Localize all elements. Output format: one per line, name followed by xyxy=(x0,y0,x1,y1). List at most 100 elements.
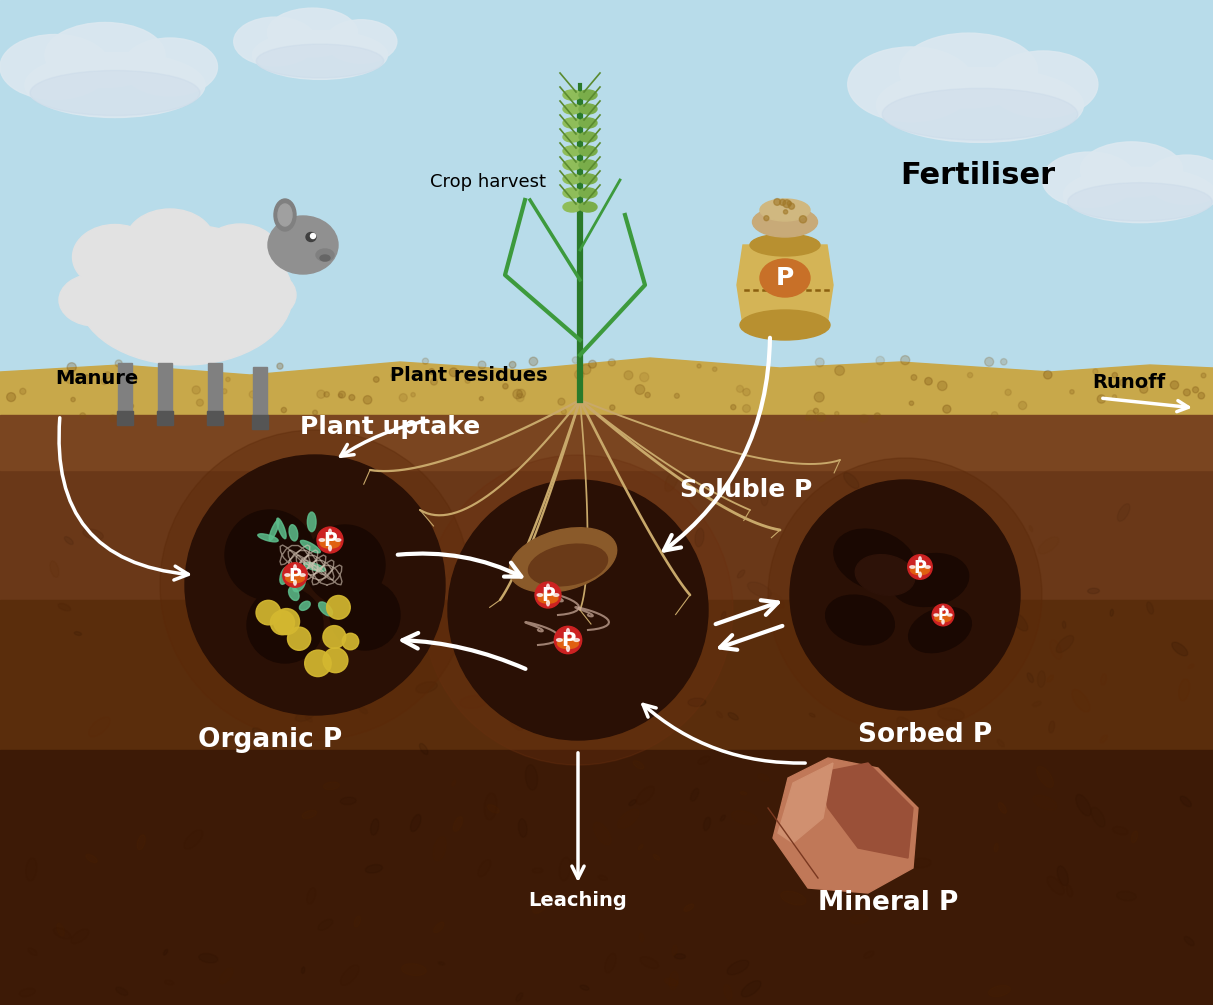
Circle shape xyxy=(478,361,486,369)
Ellipse shape xyxy=(1146,602,1154,614)
Circle shape xyxy=(764,216,769,221)
Circle shape xyxy=(277,363,283,369)
Ellipse shape xyxy=(628,800,636,806)
Ellipse shape xyxy=(137,835,146,850)
Ellipse shape xyxy=(665,470,678,491)
Ellipse shape xyxy=(882,88,1077,140)
Ellipse shape xyxy=(989,986,1010,997)
Ellipse shape xyxy=(420,744,428,755)
Ellipse shape xyxy=(911,566,929,575)
Ellipse shape xyxy=(319,602,332,616)
Circle shape xyxy=(968,373,973,378)
Ellipse shape xyxy=(557,638,563,641)
Ellipse shape xyxy=(559,857,570,880)
Ellipse shape xyxy=(306,717,312,722)
Ellipse shape xyxy=(292,578,306,592)
Polygon shape xyxy=(778,763,833,843)
Ellipse shape xyxy=(855,555,915,595)
Ellipse shape xyxy=(371,819,378,835)
Ellipse shape xyxy=(910,566,915,568)
Ellipse shape xyxy=(289,587,300,601)
Ellipse shape xyxy=(1042,152,1135,207)
Ellipse shape xyxy=(460,695,486,709)
Ellipse shape xyxy=(529,544,608,586)
Ellipse shape xyxy=(1072,689,1089,712)
Ellipse shape xyxy=(336,539,341,542)
Ellipse shape xyxy=(410,814,421,831)
Circle shape xyxy=(588,360,597,368)
Ellipse shape xyxy=(341,797,357,805)
Text: Runoff: Runoff xyxy=(1092,373,1164,392)
Ellipse shape xyxy=(1027,673,1033,682)
Ellipse shape xyxy=(509,528,616,592)
Ellipse shape xyxy=(58,603,70,611)
Ellipse shape xyxy=(697,757,710,764)
Ellipse shape xyxy=(28,948,38,956)
Text: P: P xyxy=(938,608,949,623)
Ellipse shape xyxy=(670,971,678,990)
Ellipse shape xyxy=(938,643,953,652)
Ellipse shape xyxy=(654,854,660,860)
Ellipse shape xyxy=(995,843,998,852)
Ellipse shape xyxy=(1110,609,1114,616)
Ellipse shape xyxy=(850,915,869,924)
Ellipse shape xyxy=(1064,168,1213,223)
Ellipse shape xyxy=(850,579,861,588)
Ellipse shape xyxy=(998,803,1007,813)
Circle shape xyxy=(985,358,993,366)
Ellipse shape xyxy=(404,573,414,579)
Ellipse shape xyxy=(108,283,193,343)
Circle shape xyxy=(70,397,75,402)
Circle shape xyxy=(558,398,565,405)
Ellipse shape xyxy=(665,978,678,986)
Circle shape xyxy=(610,405,615,410)
Ellipse shape xyxy=(1057,635,1074,652)
Circle shape xyxy=(814,408,819,413)
Circle shape xyxy=(317,527,343,553)
Ellipse shape xyxy=(849,530,861,536)
Ellipse shape xyxy=(583,480,597,497)
Ellipse shape xyxy=(1063,621,1066,628)
Ellipse shape xyxy=(570,860,576,870)
Ellipse shape xyxy=(341,965,359,985)
Circle shape xyxy=(249,391,256,398)
Circle shape xyxy=(782,200,791,208)
Circle shape xyxy=(780,199,786,205)
Polygon shape xyxy=(738,245,833,325)
Circle shape xyxy=(104,372,110,379)
Ellipse shape xyxy=(1066,885,1072,896)
Circle shape xyxy=(1001,359,1007,365)
Ellipse shape xyxy=(798,772,810,788)
Circle shape xyxy=(317,390,325,398)
Circle shape xyxy=(554,626,582,653)
Ellipse shape xyxy=(581,627,598,644)
Ellipse shape xyxy=(638,844,643,849)
Ellipse shape xyxy=(57,924,64,936)
Circle shape xyxy=(313,410,318,415)
Ellipse shape xyxy=(199,954,218,963)
Ellipse shape xyxy=(509,715,523,731)
Circle shape xyxy=(66,376,74,384)
Ellipse shape xyxy=(320,539,340,548)
Text: P: P xyxy=(289,567,302,585)
Circle shape xyxy=(875,413,881,419)
Circle shape xyxy=(816,413,825,421)
Circle shape xyxy=(428,369,434,374)
Circle shape xyxy=(80,413,86,418)
Circle shape xyxy=(247,587,323,663)
Ellipse shape xyxy=(535,660,549,677)
Text: Plant residues: Plant residues xyxy=(391,366,547,385)
Ellipse shape xyxy=(809,622,825,632)
Circle shape xyxy=(342,633,359,650)
Ellipse shape xyxy=(579,188,597,198)
Ellipse shape xyxy=(684,904,694,912)
Circle shape xyxy=(513,389,523,399)
Ellipse shape xyxy=(579,202,597,212)
Ellipse shape xyxy=(989,51,1098,118)
Circle shape xyxy=(1140,385,1147,393)
Ellipse shape xyxy=(319,539,325,542)
Ellipse shape xyxy=(1067,183,1212,221)
Ellipse shape xyxy=(184,830,203,849)
Circle shape xyxy=(900,356,910,365)
Ellipse shape xyxy=(1033,795,1057,810)
